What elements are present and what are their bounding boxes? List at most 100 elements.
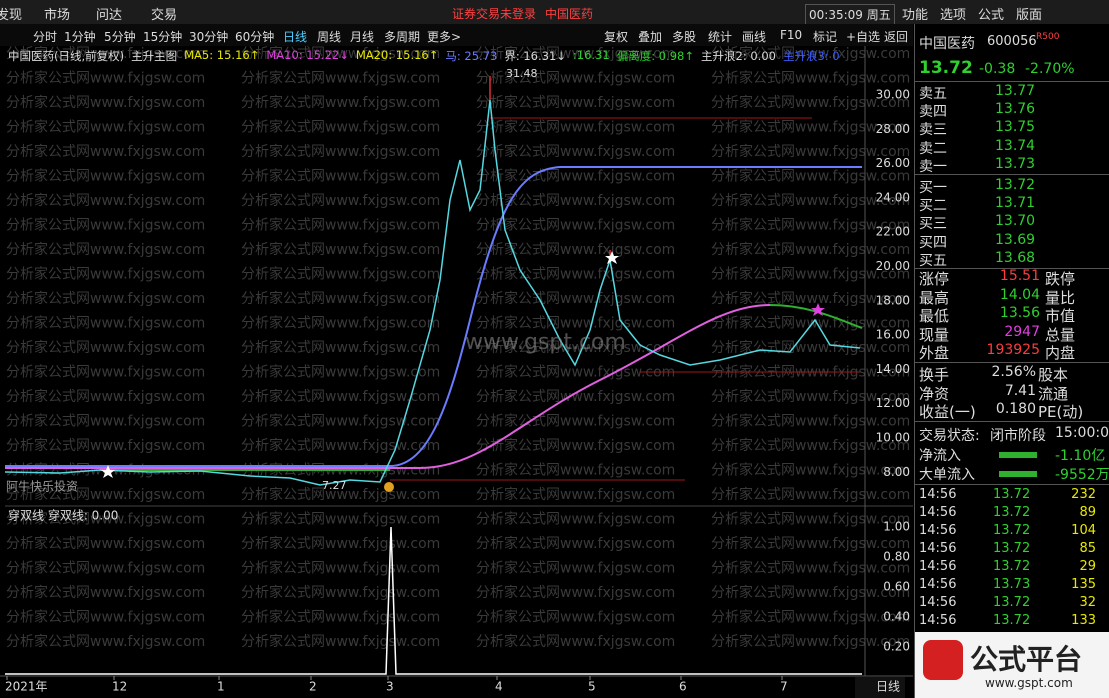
flow-value: -9552万 [1055, 467, 1109, 483]
y-tick-label: 20.00 [876, 259, 910, 273]
watermark: 分析家公式网www.fxjgsw.com [6, 535, 205, 552]
trade-time: 14:56 [919, 613, 957, 628]
trade-price: 13.72 [993, 523, 1031, 538]
watermark: 分析家公式网www.fxjgsw.com [711, 46, 910, 62]
watermark: 分析家公式网www.fxjgsw.com [241, 560, 440, 577]
period-button[interactable]: 分时 [33, 30, 58, 44]
info-item: 界: 16.31↓ [504, 49, 566, 63]
period-button[interactable]: 60分钟 [235, 30, 275, 44]
period-button[interactable]: 1分钟 [64, 30, 96, 44]
book-label: 买四 [919, 234, 947, 251]
y-tick-label: 18.00 [876, 293, 910, 307]
low-label: 7.27 [322, 479, 347, 492]
info-item: MA5: 15.16↑ [184, 48, 260, 62]
watermark: 分析家公式网www.fxjgsw.com [711, 511, 910, 528]
period-button[interactable]: 周线 [317, 30, 342, 44]
info-item: 偏离度: 0.98↑ [616, 49, 694, 63]
trade-time: 14:56 [919, 577, 957, 592]
watermark: 分析家公式网www.fxjgsw.com [6, 241, 205, 258]
tool-button[interactable]: 叠加 [638, 30, 663, 44]
trade-price: 13.72 [993, 487, 1031, 502]
book-price: 13.69 [995, 231, 1036, 248]
menu-item[interactable]: 市场 [44, 8, 71, 23]
trade-time: 14:56 [919, 541, 957, 556]
watermark: 分析家公式网www.fxjgsw.com [241, 290, 440, 307]
tool-button[interactable]: +自选 [846, 30, 881, 44]
book-price: 13.76 [995, 101, 1036, 118]
watermark: 分析家公式网www.fxjgsw.com [476, 241, 675, 258]
logo-icon [923, 640, 963, 680]
trade-price: 13.72 [993, 541, 1031, 556]
quote-panel: 中国医药 600056 R500 13.72 -0.38 -2.70% 卖五 13.77 卖四 1… [914, 24, 1109, 698]
tool-button[interactable]: 复权 [604, 30, 629, 44]
watermark: 分析家公式网www.fxjgsw.com [476, 94, 675, 111]
watermark: 分析家公式网www.fxjgsw.com [476, 609, 675, 626]
book-price: 13.70 [995, 213, 1036, 230]
watermark: 分析家公式网www.fxjgsw.com [711, 70, 910, 87]
stat-label: 涨停 [919, 270, 950, 288]
trade-time: 14:56 [919, 523, 957, 538]
tool-button[interactable]: 多股 [672, 30, 697, 44]
menu-item[interactable]: 问达 [96, 8, 123, 23]
watermark: 分析家公式网www.fxjgsw.com [241, 192, 440, 209]
tool-button[interactable]: 统计 [708, 30, 733, 44]
watermark: 分析家公式网www.fxjgsw.com [241, 70, 440, 87]
watermark: 分析家公式网www.fxjgsw.com [476, 437, 675, 454]
stat-label: 净资 [919, 384, 950, 403]
watermark: 分析家公式网www.fxjgsw.com [711, 217, 910, 234]
period-button[interactable]: 15分钟 [143, 30, 183, 44]
stock-tab: 中国医药 [545, 7, 594, 21]
watermark: 分析家公式网www.fxjgsw.com [241, 364, 440, 381]
tool-button[interactable]: 画线 [742, 30, 767, 44]
menu-item[interactable]: 版面 [1016, 8, 1043, 23]
stat-label: PE(动) [1038, 403, 1084, 421]
clock: 00:35:09 周五 [805, 4, 895, 25]
book-label: 卖三 [919, 122, 947, 139]
menu-item[interactable]: 功能 [902, 8, 929, 23]
menu-item[interactable]: 发现 [0, 8, 23, 23]
watermark: 分析家公式网www.fxjgsw.com [711, 486, 910, 503]
period-button[interactable]: 5分钟 [104, 30, 136, 44]
menu-item[interactable]: 公式 [978, 8, 1005, 23]
indicator-title: 穿双线 穿双线: 0.00 [8, 508, 118, 523]
trade-price: 13.72 [993, 595, 1031, 610]
y-tick-label: 28.00 [876, 122, 910, 136]
trade-volume: 89 [1079, 505, 1096, 520]
watermark: 分析家公式网www.fxjgsw.com [476, 633, 675, 650]
stat-label: 收益(一) [919, 403, 976, 421]
watermark: 分析家公式网www.fxjgsw.com [711, 266, 910, 283]
watermark: 分析家公式网www.fxjgsw.com [476, 46, 675, 62]
tool-button[interactable]: 返回 [884, 30, 909, 44]
watermark: 分析家公式网www.fxjgsw.com [6, 315, 205, 332]
trade-volume: 29 [1079, 559, 1096, 574]
watermark: 分析家公式网www.fxjgsw.com [476, 143, 675, 160]
y-tick-label: 0.20 [883, 640, 910, 654]
tool-button[interactable]: F10 [780, 28, 803, 42]
menu-item[interactable]: 选项 [940, 8, 967, 23]
period-button[interactable]: 更多> [427, 30, 462, 44]
stat-value: 193925 [986, 342, 1040, 358]
period-button[interactable]: 30分钟 [189, 30, 229, 44]
tool-button[interactable]: 标记 [813, 30, 838, 44]
watermark: 分析家公式网www.fxjgsw.com [476, 70, 675, 87]
stat-label: 量比 [1045, 288, 1076, 307]
watermark: 分析家公式网www.fxjgsw.com [6, 119, 205, 136]
watermark: 分析家公式网www.fxjgsw.com [711, 94, 910, 111]
watermark: 分析家公式网www.fxjgsw.com [476, 168, 675, 185]
x-tick-label: 3 [386, 680, 394, 694]
watermark: 分析家公式网www.fxjgsw.com [476, 462, 675, 479]
watermark: 分析家公式网www.fxjgsw.com [476, 315, 675, 332]
y-tick-label: 0.80 [883, 550, 910, 564]
period-button[interactable]: 日线 [283, 30, 308, 44]
stat-label: 内盘 [1045, 344, 1076, 362]
y-tick-label: 22.00 [876, 225, 910, 239]
stat-value: 14.04 [999, 286, 1040, 303]
period-button[interactable]: 月线 [350, 30, 375, 44]
period-button[interactable]: 多周期 [384, 30, 421, 44]
menu-item[interactable]: 交易 [151, 8, 178, 23]
chart-area: 分析家公式网www.fxjgsw.com 分析家公式网www.fxjgsw.com… [0, 46, 913, 698]
watermark: 分析家公式网www.fxjgsw.com [241, 119, 440, 136]
stat-label: 总量 [1045, 325, 1076, 344]
author-label: 阿牛快乐投资 [6, 479, 78, 494]
watermark: 分析家公式网www.fxjgsw.com [476, 266, 675, 283]
